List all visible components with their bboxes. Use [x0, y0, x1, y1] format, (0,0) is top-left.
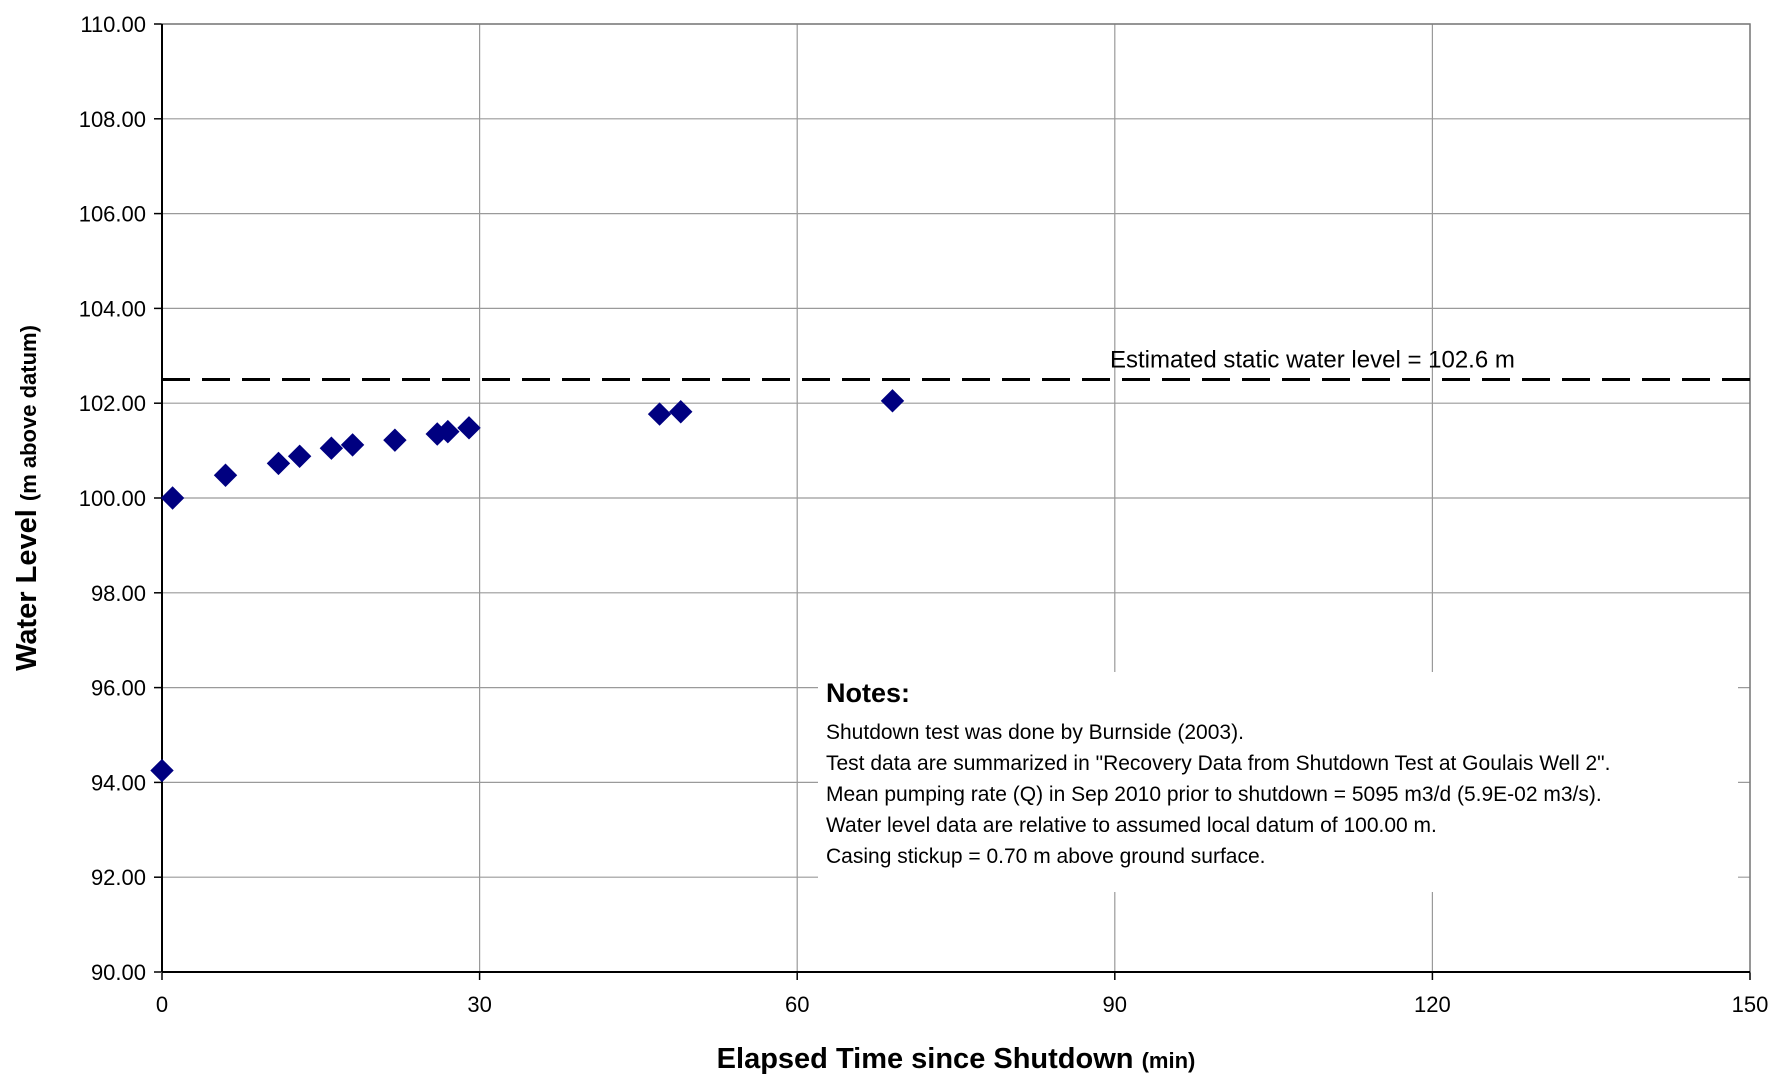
notes-box: Notes: Shutdown test was done by Burnsid… [818, 672, 1738, 892]
x-tick-label: 150 [1732, 992, 1769, 1017]
data-point [647, 402, 672, 426]
data-points [150, 389, 905, 783]
data-point [457, 416, 481, 440]
static-water-level-label: Estimated static water level = 102.6 m [1110, 347, 1515, 374]
y-tick-label: 104.00 [79, 296, 146, 321]
notes-line-2: Test data are summarized in "Recovery Da… [826, 752, 1611, 775]
data-point [319, 436, 344, 460]
y-tick-label: 108.00 [79, 107, 146, 132]
notes-line-3: Mean pumping rate (Q) in Sep 2010 prior … [826, 783, 1602, 806]
data-point [287, 444, 312, 468]
notes-line-5: Casing stickup = 0.70 m above ground sur… [826, 845, 1266, 868]
y-tick-label: 106.00 [79, 202, 146, 227]
y-tick-label: 94.00 [91, 770, 146, 795]
y-axis-title: Water Level (m above datum) [11, 325, 43, 671]
y-tick-label: 98.00 [91, 581, 146, 606]
data-point [436, 419, 460, 444]
data-point [383, 428, 407, 452]
x-axis-title: Elapsed Time since Shutdown (min) [717, 1043, 1196, 1075]
x-tick-label: 60 [785, 992, 809, 1017]
data-point [213, 463, 238, 487]
x-tick-label: 30 [467, 992, 491, 1017]
y-tick-label: 96.00 [91, 676, 146, 701]
notes-line-1: Shutdown test was done by Burnside (2003… [826, 721, 1244, 744]
data-point [160, 486, 185, 510]
x-tick-label: 0 [156, 992, 168, 1017]
data-point [669, 400, 693, 424]
notes-title: Notes: [826, 678, 911, 708]
x-tick-label: 120 [1414, 992, 1451, 1017]
notes-line-4: Water level data are relative to assumed… [826, 814, 1437, 837]
data-point [340, 433, 365, 457]
data-point [266, 451, 291, 476]
y-tick-label: 100.00 [79, 486, 146, 511]
data-point [880, 389, 905, 413]
y-tick-label: 92.00 [91, 865, 146, 890]
data-point [150, 758, 174, 783]
y-tick-label: 102.00 [79, 391, 146, 416]
x-tick-label: 90 [1103, 992, 1127, 1017]
y-tick-label: 90.00 [91, 960, 146, 985]
reference-line-group: Estimated static water level = 102.6 m [162, 347, 1750, 381]
axis-labels: 90.00 92.00 94.00 96.00 98.00 100.00 102.00 104… [11, 12, 1768, 1075]
y-tick-label: 110.00 [80, 12, 146, 37]
